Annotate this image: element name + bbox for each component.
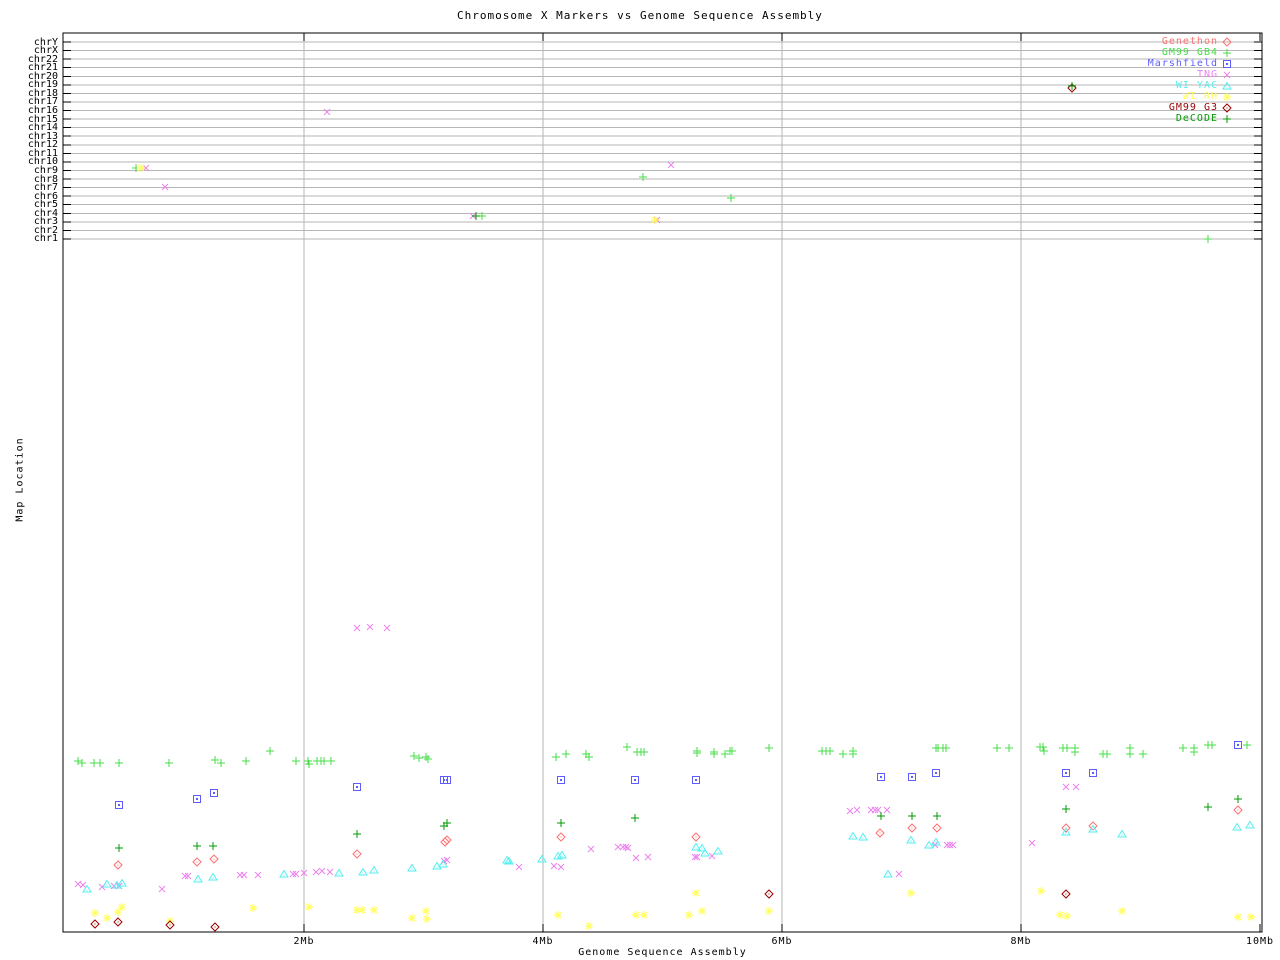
- legend-marker-wi-rh: [1223, 93, 1231, 101]
- legend-marker-genethon: [1222, 37, 1232, 47]
- x-axis-label: Genome Sequence Assembly: [578, 947, 747, 958]
- x-tick-10Mb: 10Mb: [1245, 936, 1275, 947]
- legend-marker-wi-yac: [1222, 81, 1232, 90]
- legend-item-wi-yac: WI YAC: [1175, 80, 1218, 91]
- legend-marker-tng: [1223, 71, 1231, 79]
- y-tick-chr9: chr9: [33, 164, 58, 176]
- legend-item-wi-rh: WI RH: [1182, 91, 1218, 102]
- y-tick-chr8: chr8: [33, 173, 58, 185]
- legend-marker-marshfield: [1223, 60, 1231, 68]
- series-wi-yac: [82, 820, 1255, 893]
- y-tick-chrY: chrY: [33, 36, 58, 48]
- y-tick-chr1: chr1: [33, 233, 58, 245]
- y-tick-chr3: chr3: [33, 216, 58, 228]
- legend-marker-gm99-g3: [1222, 103, 1232, 113]
- series-genethon: [113, 805, 1243, 870]
- series-wi-rh: [91, 164, 1255, 930]
- legend-marker-gm99-gb4: [1223, 49, 1231, 57]
- legend-item-gm99-gb4: GM99 GB4: [1161, 47, 1218, 58]
- y-tick-chrX: chrX: [33, 45, 58, 57]
- x-tick-8Mb: 8Mb: [1010, 936, 1032, 947]
- y-tick-chr17: chr17: [27, 96, 58, 108]
- legend-item-genethon: Genethon: [1161, 36, 1218, 47]
- y-tick-chr4: chr4: [33, 207, 58, 219]
- chart-title: Chromosome X Markers vs Genome Sequence …: [457, 9, 823, 22]
- series-gm99-g3: [90, 83, 1077, 932]
- x-tick-4Mb: 4Mb: [532, 936, 554, 947]
- y-tick-chr11: chr11: [27, 147, 58, 159]
- y-tick-chr2: chr2: [33, 224, 58, 236]
- y-tick-chr19: chr19: [27, 79, 58, 91]
- y-tick-chr10: chr10: [27, 156, 58, 168]
- y-tick-chr21: chr21: [27, 62, 58, 74]
- legend-marker-decode: [1223, 115, 1231, 123]
- y-tick-chr20: chr20: [27, 70, 58, 82]
- y-tick-chr16: chr16: [27, 105, 58, 117]
- x-tick-6Mb: 6Mb: [771, 936, 793, 947]
- series-decode: [115, 82, 1242, 852]
- y-tick-chr15: chr15: [27, 113, 58, 125]
- legend-item-marshfield: Marshfield: [1147, 58, 1218, 69]
- y-tick-chr22: chr22: [27, 53, 58, 65]
- y-tick-chr7: chr7: [33, 182, 58, 194]
- legend-item-decode: DeCODE: [1175, 113, 1218, 124]
- series-marshfield: [115, 741, 1242, 809]
- series-gm99-gb4: [74, 164, 1251, 768]
- y-tick-chr13: chr13: [27, 130, 58, 142]
- x-tick-2Mb: 2Mb: [293, 936, 315, 947]
- series-tng: [74, 108, 1080, 893]
- y-tick-chr6: chr6: [33, 190, 58, 202]
- legend-item-tng: TNG: [1196, 69, 1218, 80]
- y-tick-chr12: chr12: [27, 139, 58, 151]
- legend-item-gm99-g3: GM99 G3: [1168, 102, 1218, 113]
- y-tick-chr18: chr18: [27, 87, 58, 99]
- y-tick-chr14: chr14: [27, 122, 58, 134]
- y-tick-chr5: chr5: [33, 199, 58, 211]
